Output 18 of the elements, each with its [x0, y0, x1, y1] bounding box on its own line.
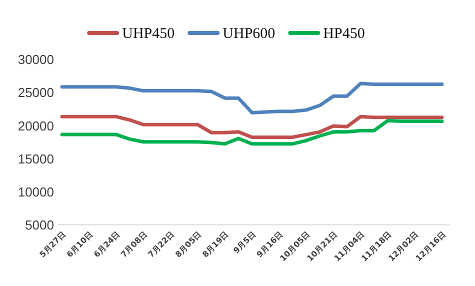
line-series [60, 82, 444, 114]
y-tick-label: 20000 [18, 118, 54, 134]
x-tick-label: 7月22日 [146, 230, 176, 260]
x-tick-label: 7月08日 [119, 230, 149, 260]
y-tick-label: 10000 [18, 184, 54, 200]
x-tick-label: 8月19日 [200, 230, 230, 260]
legend-label: HP450 [323, 26, 365, 42]
legend-label: UHP600 [222, 26, 276, 42]
y-tick-label: 15000 [18, 151, 54, 166]
y-tick-label: 25000 [18, 85, 54, 100]
x-tick-label: 6月24日 [92, 230, 122, 260]
x-tick-label: 9月5日 [232, 230, 258, 256]
x-tick-label: 8月05日 [174, 230, 204, 260]
legend-label: UHP450 [122, 26, 175, 42]
line-series [60, 118, 444, 146]
line-series [60, 114, 444, 139]
x-tick-label: 6月10日 [65, 230, 95, 260]
y-tick-label: 30000 [18, 52, 54, 67]
